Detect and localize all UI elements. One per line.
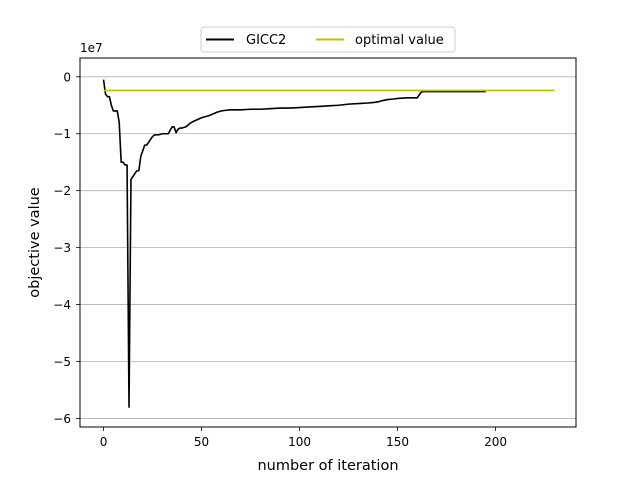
series-lines (102, 79, 555, 408)
legend-label-gicc2: GICC2 (246, 33, 286, 48)
y-tick-label: −3 (53, 241, 71, 255)
grid-lines (80, 76, 576, 419)
y-axis-title: objective value (27, 187, 43, 298)
legend: GICC2 optimal value (200, 26, 456, 53)
x-axis-title: number of iteration (257, 458, 398, 474)
x-tick-label: 200 (484, 435, 507, 449)
y-tick-label: −1 (53, 127, 71, 141)
x-tick-label: 50 (194, 435, 209, 449)
plot-frame (79, 57, 577, 428)
y-tick-label: 0 (63, 70, 71, 84)
y-tick-label: −5 (53, 355, 71, 369)
series-line-gicc2 (102, 79, 486, 408)
x-tick-label: 100 (288, 435, 311, 449)
x-tick-label: 150 (386, 435, 409, 449)
y-tick-label: −4 (53, 298, 71, 312)
y-scale-label: 1e7 (80, 41, 103, 55)
y-tick-label: −2 (53, 184, 71, 198)
x-ticks: 0 50 100 150 200 (100, 427, 507, 449)
legend-label-optimal-value: optimal value (355, 33, 444, 48)
y-ticks: 0 −1 −2 −3 −4 −5 −6 (53, 70, 80, 426)
x-tick-label: 0 (100, 435, 108, 449)
y-tick-label: −6 (53, 412, 71, 426)
